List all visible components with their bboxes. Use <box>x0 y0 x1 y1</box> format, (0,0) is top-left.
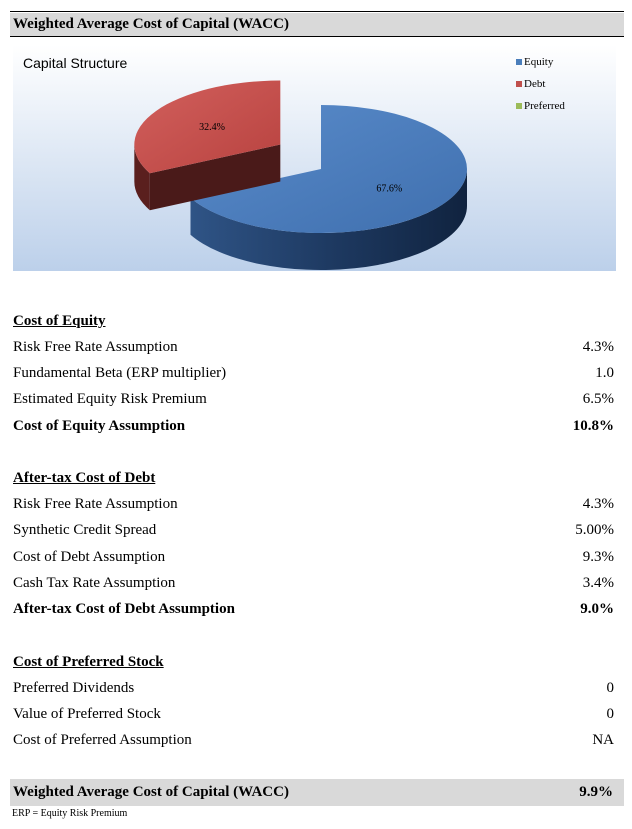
data-label-equity: 67.6% <box>376 183 402 194</box>
pie-chart-svg: Capital Structure 67.6% 32.4% Equity Debt P… <box>13 45 616 271</box>
data-label-debt: 32.4% <box>199 122 225 133</box>
legend-item-preferred: Preferred <box>516 100 565 112</box>
row-label: Estimated Equity Risk Premium <box>13 391 207 407</box>
row-label: Preferred Dividends <box>13 680 135 696</box>
row-value: 5.00% <box>575 522 614 538</box>
row-value: 3.4% <box>582 575 614 591</box>
wacc-total-bar: Weighted Average Cost of Capital (WACC) … <box>10 779 624 806</box>
row-value: 1.0 <box>595 365 614 381</box>
table-row: Preferred Dividends 0 <box>13 680 614 700</box>
total-value: 10.8% <box>572 418 614 434</box>
wacc-value: 9.9% <box>579 784 613 800</box>
legend-label: Equity <box>524 56 554 68</box>
table-row: Cash Tax Rate Assumption 3.4% <box>13 575 614 595</box>
legend-label: Preferred <box>524 100 565 112</box>
table-row: Estimated Equity Risk Premium 6.5% <box>13 391 614 411</box>
total-label: Cost of Equity Assumption <box>13 418 186 434</box>
cost-of-equity-title: Cost of Equity <box>13 313 106 329</box>
table-row: Fundamental Beta (ERP multiplier) 1.0 <box>13 365 614 385</box>
row-label: Risk Free Rate Assumption <box>13 496 178 512</box>
row-label: Fundamental Beta (ERP multiplier) <box>13 365 227 381</box>
pie-slice-equity <box>190 105 468 271</box>
pie-slice-debt <box>134 80 281 211</box>
table-row: Value of Preferred Stock 0 <box>13 706 614 726</box>
capital-structure-chart: Capital Structure 67.6% 32.4% Equity Debt P… <box>13 45 616 271</box>
table-row: Synthetic Credit Spread 5.00% <box>13 522 614 542</box>
legend-swatch <box>516 59 522 65</box>
legend-swatch <box>516 103 522 109</box>
row-label: Value of Preferred Stock <box>13 706 161 722</box>
cost-of-debt-title: After-tax Cost of Debt <box>13 470 156 486</box>
row-label: Synthetic Credit Spread <box>13 522 157 538</box>
legend-item-debt: Debt <box>516 78 545 90</box>
total-label: After-tax Cost of Debt Assumption <box>13 601 235 617</box>
top-rule <box>10 11 624 12</box>
row-value: 9.3% <box>582 549 614 565</box>
row-value: 4.3% <box>582 496 614 512</box>
page-title-bar: Weighted Average Cost of Capital (WACC) <box>10 13 624 37</box>
table-row: Risk Free Rate Assumption 4.3% <box>13 496 614 516</box>
total-row: Cost of Equity Assumption 10.8% <box>13 418 614 438</box>
legend-label: Debt <box>524 78 545 90</box>
row-label: Cost of Preferred Assumption <box>13 732 192 748</box>
row-value: 0 <box>606 680 615 696</box>
row-value: 0 <box>606 706 615 722</box>
table-row: Cost of Debt Assumption 9.3% <box>13 549 614 569</box>
row-label: Cost of Debt Assumption <box>13 549 166 565</box>
chart-title: Capital Structure <box>23 55 127 71</box>
page-title: Weighted Average Cost of Capital (WACC) <box>13 16 289 32</box>
footnote: ERP = Equity Risk Premium <box>12 808 128 819</box>
row-label: Risk Free Rate Assumption <box>13 339 178 355</box>
table-row: Risk Free Rate Assumption 4.3% <box>13 339 614 359</box>
row-value: 4.3% <box>582 339 614 355</box>
row-value: NA <box>592 732 614 748</box>
row-label: Cash Tax Rate Assumption <box>13 575 176 591</box>
wacc-label: Weighted Average Cost of Capital (WACC) <box>13 784 289 800</box>
legend-item-equity: Equity <box>516 56 554 68</box>
row-value: 6.5% <box>582 391 614 407</box>
legend-swatch <box>516 81 522 87</box>
total-value: 9.0% <box>580 601 614 617</box>
cost-of-preferred-title: Cost of Preferred Stock <box>13 654 164 670</box>
total-row: After-tax Cost of Debt Assumption 9.0% <box>13 601 614 621</box>
table-row: Cost of Preferred Assumption NA <box>13 732 614 752</box>
